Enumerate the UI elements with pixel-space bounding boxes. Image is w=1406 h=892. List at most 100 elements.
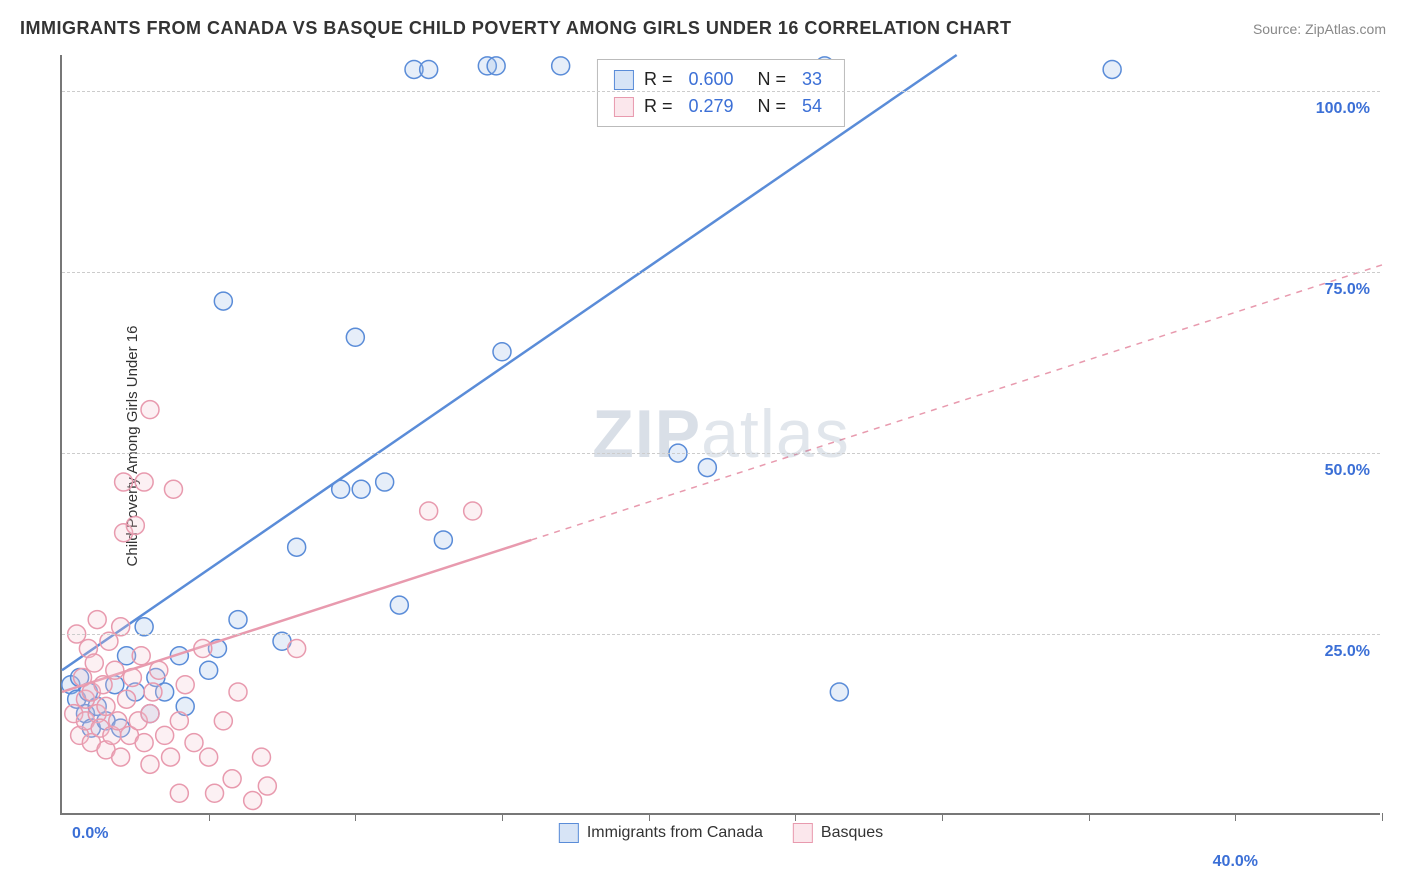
data-point-basques <box>288 640 306 658</box>
r-label: R = <box>644 93 673 120</box>
data-point-canada <box>487 57 505 75</box>
data-point-basques <box>185 734 203 752</box>
data-point-canada <box>493 343 511 361</box>
stats-row-basques: R = 0.279 N = 54 <box>614 93 828 120</box>
data-point-canada <box>200 661 218 679</box>
data-point-canada <box>214 292 232 310</box>
data-point-basques <box>162 748 180 766</box>
data-point-basques <box>200 748 218 766</box>
plot-surface <box>62 55 1382 815</box>
data-point-basques <box>115 473 133 491</box>
data-point-canada <box>346 328 364 346</box>
source-attribution: Source: ZipAtlas.com <box>1253 21 1386 37</box>
data-point-basques <box>170 712 188 730</box>
stats-legend-box: R = 0.600 N = 33 R = 0.279 N = 54 <box>597 59 845 127</box>
data-point-basques <box>126 516 144 534</box>
data-point-basques <box>229 683 247 701</box>
legend-swatch <box>614 97 634 117</box>
y-tick-label: 75.0% <box>1325 281 1370 299</box>
n-label: N = <box>758 66 787 93</box>
scatter-chart: ZIPatlas R =0.600N =33R =0.279N =54 Immi… <box>60 55 1380 815</box>
data-point-basques <box>141 401 159 419</box>
data-point-canada <box>288 538 306 556</box>
data-point-basques <box>214 712 232 730</box>
source-name: ZipAtlas.com <box>1305 21 1386 37</box>
data-point-basques <box>88 611 106 629</box>
data-point-basques <box>85 654 103 672</box>
data-point-basques <box>252 748 270 766</box>
n-label: N = <box>758 93 787 120</box>
grid-line <box>62 634 1380 635</box>
x-tick <box>355 813 356 821</box>
data-point-canada <box>434 531 452 549</box>
legend-item-basques: Basques <box>793 823 883 843</box>
data-point-basques <box>135 734 153 752</box>
x-tick <box>1235 813 1236 821</box>
data-point-basques <box>194 640 212 658</box>
x-tick <box>209 813 210 821</box>
r-value: 0.600 <box>682 66 739 93</box>
data-point-basques <box>464 502 482 520</box>
n-value: 33 <box>796 66 828 93</box>
data-point-basques <box>135 473 153 491</box>
data-point-basques <box>164 480 182 498</box>
data-point-basques <box>118 690 136 708</box>
x-tick <box>942 813 943 821</box>
n-value: 54 <box>796 93 828 120</box>
source-prefix: Source: <box>1253 21 1305 37</box>
data-point-basques <box>170 784 188 802</box>
data-point-basques <box>150 661 168 679</box>
legend-swatch <box>559 823 579 843</box>
data-point-basques <box>106 661 124 679</box>
data-point-basques <box>156 726 174 744</box>
y-tick-label: 100.0% <box>1316 100 1370 118</box>
data-point-canada <box>352 480 370 498</box>
chart-title: IMMIGRANTS FROM CANADA VS BASQUE CHILD P… <box>20 18 1012 39</box>
x-tick <box>1382 813 1383 821</box>
x-tick <box>1089 813 1090 821</box>
data-point-basques <box>420 502 438 520</box>
data-point-canada <box>390 596 408 614</box>
series-legend: Immigrants from Canada Basques <box>559 823 883 843</box>
x-tick <box>502 813 503 821</box>
data-point-basques <box>206 784 224 802</box>
trend-line-dashed-basques <box>531 265 1382 540</box>
legend-item-canada: Immigrants from Canada <box>559 823 763 843</box>
data-point-basques <box>141 755 159 773</box>
data-point-basques <box>223 770 241 788</box>
data-point-basques <box>94 676 112 694</box>
x-tick <box>795 813 796 821</box>
data-point-basques <box>244 792 262 810</box>
data-point-basques <box>141 705 159 723</box>
legend-swatch <box>614 70 634 90</box>
x-tick-label: 40.0% <box>1213 853 1258 871</box>
r-value: 0.279 <box>682 93 739 120</box>
grid-line <box>62 453 1380 454</box>
legend-label: Immigrants from Canada <box>587 824 763 842</box>
data-point-canada <box>552 57 570 75</box>
x-tick <box>649 813 650 821</box>
data-point-canada <box>376 473 394 491</box>
data-point-canada <box>698 459 716 477</box>
x-tick-label: 0.0% <box>72 825 108 843</box>
stats-row-canada: R = 0.600 N = 33 <box>614 66 828 93</box>
data-point-basques <box>97 697 115 715</box>
data-point-basques <box>132 647 150 665</box>
legend-swatch <box>793 823 813 843</box>
data-point-basques <box>144 683 162 701</box>
data-point-canada <box>830 683 848 701</box>
y-tick-label: 50.0% <box>1325 462 1370 480</box>
data-point-canada <box>229 611 247 629</box>
legend-label: Basques <box>821 824 883 842</box>
data-point-canada <box>420 60 438 78</box>
r-label: R = <box>644 66 673 93</box>
data-point-canada <box>1103 60 1121 78</box>
data-point-basques <box>109 712 127 730</box>
data-point-basques <box>123 668 141 686</box>
data-point-basques <box>112 748 130 766</box>
y-tick-label: 25.0% <box>1325 643 1370 661</box>
data-point-basques <box>176 676 194 694</box>
data-point-basques <box>258 777 276 795</box>
grid-line <box>62 91 1380 92</box>
grid-line <box>62 272 1380 273</box>
